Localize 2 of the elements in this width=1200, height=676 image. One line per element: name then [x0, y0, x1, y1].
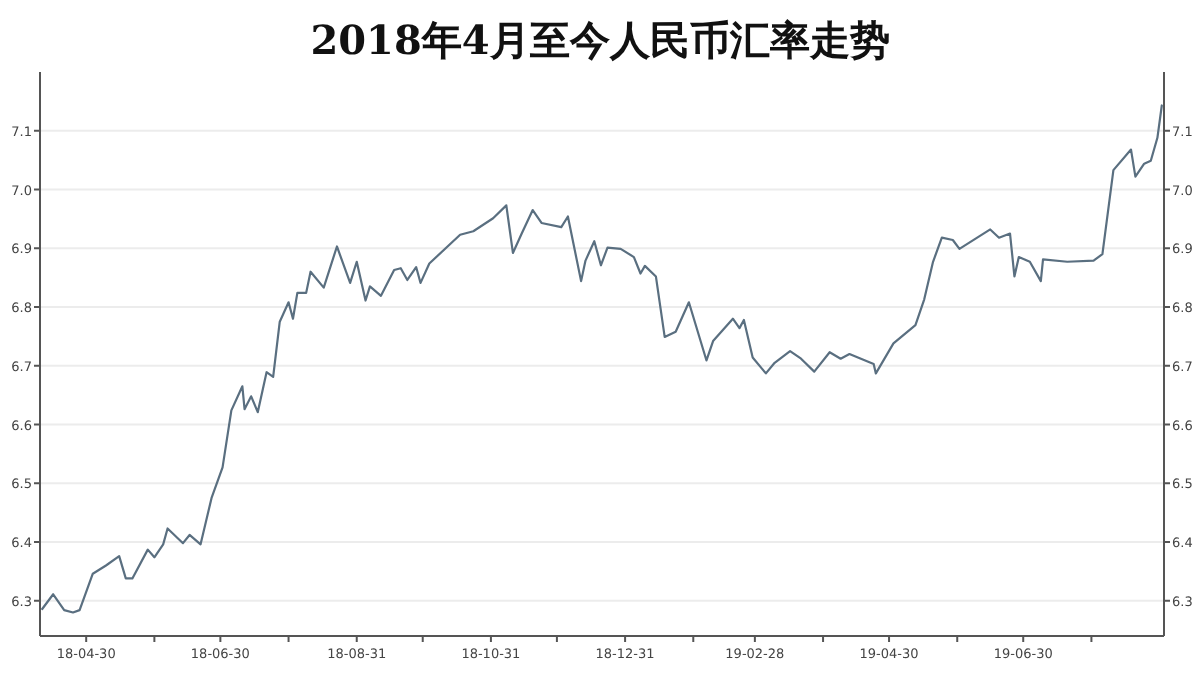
chart-title: 2018年4月至今人民币汇率走势	[310, 16, 890, 64]
line-series	[41, 104, 1163, 614]
